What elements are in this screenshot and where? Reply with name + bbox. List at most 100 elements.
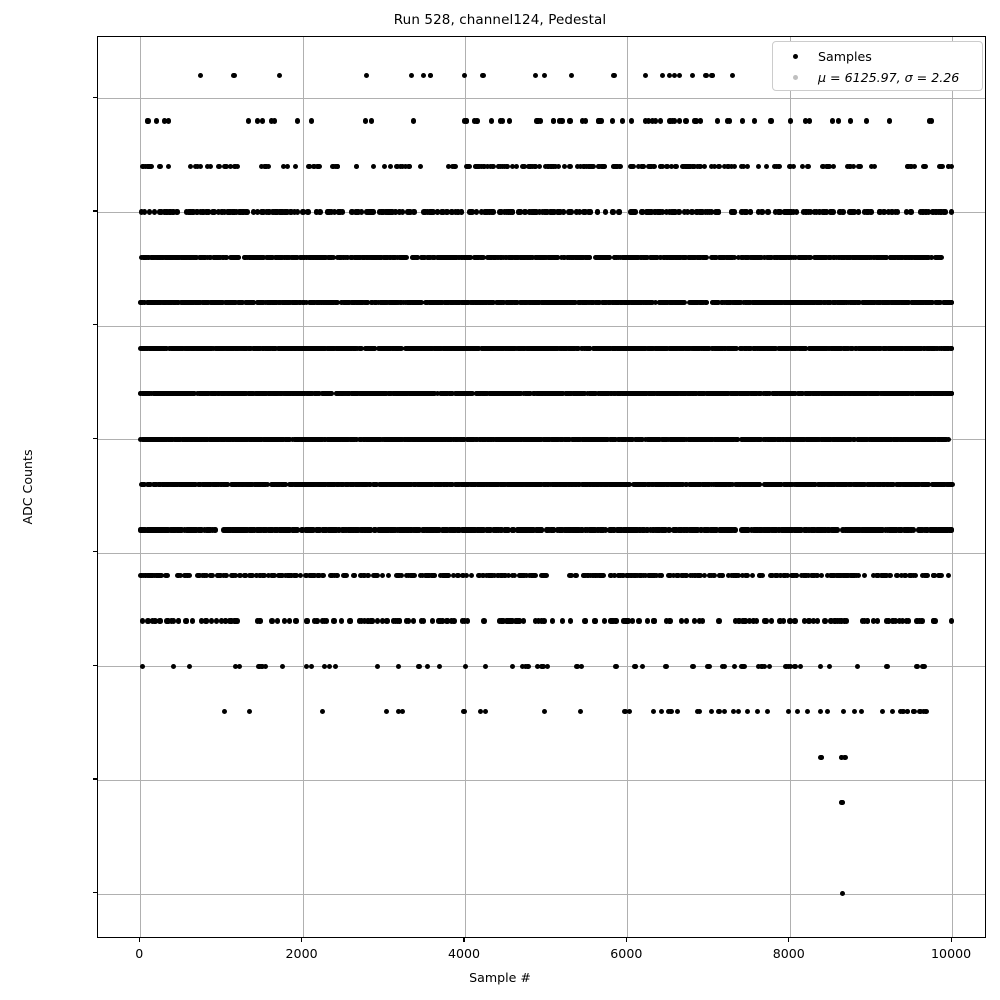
scatter-point	[666, 73, 672, 79]
scatter-point	[269, 209, 275, 215]
scatter-point	[807, 209, 813, 215]
scatter-point	[231, 73, 237, 79]
scatter-point	[820, 163, 826, 170]
scatter-point	[616, 209, 622, 215]
scatter-point	[539, 254, 545, 260]
scatter-point	[841, 254, 848, 260]
scatter-point	[292, 163, 298, 170]
scatter-point	[359, 209, 365, 215]
scatter-point	[557, 209, 563, 215]
scatter-point	[909, 345, 915, 351]
scatter-point	[599, 345, 605, 351]
scatter-point	[154, 118, 160, 124]
scatter-point	[430, 209, 436, 215]
scatter-point	[908, 163, 914, 170]
scatter-point	[198, 163, 204, 170]
plot-area[interactable]	[97, 36, 986, 938]
scatter-point	[449, 254, 455, 260]
scatter-point	[698, 118, 704, 124]
scatter-point	[741, 209, 748, 215]
scatter-point	[767, 118, 773, 124]
scatter-point	[945, 345, 952, 351]
scatter-point	[291, 254, 297, 260]
scatter-point	[410, 209, 416, 215]
scatter-point	[787, 209, 793, 215]
scatter-point	[452, 163, 458, 170]
scatter-point	[666, 209, 672, 215]
scatter-point	[689, 209, 696, 215]
scatter-point	[883, 300, 889, 306]
scatter-point	[199, 254, 206, 260]
scatter-point	[920, 209, 926, 215]
scatter-point	[234, 209, 240, 215]
scatter-point	[675, 345, 681, 351]
scatter-point	[435, 254, 442, 260]
scatter-point	[280, 163, 286, 170]
scatter-point	[779, 300, 785, 306]
scatter-point	[490, 209, 496, 215]
scatter-point	[783, 345, 789, 351]
scatter-point	[665, 163, 671, 170]
scatter-point	[567, 163, 573, 170]
scatter-point	[431, 345, 437, 351]
scatter-point	[178, 345, 184, 351]
scatter-point	[709, 73, 715, 79]
scatter-point	[560, 209, 567, 215]
scatter-point	[718, 345, 724, 351]
scatter-point	[260, 254, 266, 260]
scatter-point	[294, 118, 300, 124]
scatter-point	[830, 118, 836, 124]
scatter-point	[791, 163, 797, 170]
scatter-point	[387, 163, 393, 170]
scatter-point	[597, 118, 603, 124]
scatter-point	[353, 163, 359, 170]
scatter-point	[580, 163, 586, 170]
scatter-point	[266, 345, 272, 351]
scatter-point	[471, 118, 477, 124]
gridline-horizontal	[98, 325, 985, 327]
scatter-point	[660, 209, 666, 215]
scatter-point	[881, 209, 887, 215]
scatter-point	[648, 209, 654, 215]
scatter-point	[561, 254, 567, 260]
scatter-point	[484, 209, 490, 215]
scatter-point	[339, 209, 346, 215]
scatter-point	[837, 209, 843, 215]
scatter-point	[229, 209, 235, 215]
scatter-point	[434, 209, 441, 215]
scatter-point	[588, 163, 594, 170]
scatter-point	[695, 254, 701, 260]
scatter-point	[235, 163, 241, 170]
scatter-point	[614, 163, 620, 170]
scatter-point	[797, 345, 803, 351]
scatter-point	[794, 209, 800, 215]
scatter-point	[308, 118, 315, 124]
scatter-point	[892, 209, 898, 215]
scatter-point	[712, 300, 718, 306]
scatter-point	[393, 163, 399, 170]
scatter-point	[279, 254, 285, 260]
scatter-point	[871, 163, 878, 170]
scatter-point	[247, 345, 253, 351]
scatter-point	[369, 118, 375, 124]
scatter-point	[610, 209, 616, 215]
scatter-point	[903, 254, 910, 260]
scatter-point	[629, 163, 635, 170]
scatter-point	[441, 345, 447, 351]
scatter-point	[948, 209, 954, 215]
scatter-point	[895, 209, 901, 215]
scatter-point	[846, 209, 853, 215]
scatter-point	[892, 345, 899, 351]
scatter-point	[629, 209, 635, 215]
scatter-point	[864, 118, 870, 124]
scatter-point	[460, 345, 466, 351]
scatter-point	[399, 163, 406, 170]
scatter-point	[807, 118, 813, 124]
scatter-point	[709, 345, 715, 351]
scatter-point	[642, 73, 648, 79]
scatter-point	[307, 345, 313, 351]
scatter-point	[669, 118, 675, 124]
scatter-point	[708, 163, 714, 170]
gridline-horizontal	[98, 779, 985, 781]
scatter-point	[836, 118, 842, 124]
